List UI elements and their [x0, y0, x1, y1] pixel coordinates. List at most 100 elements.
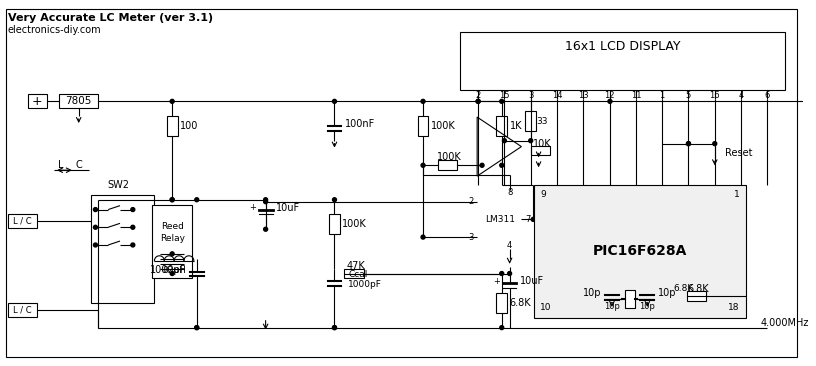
- Circle shape: [421, 100, 425, 103]
- Text: 1000pF: 1000pF: [149, 265, 186, 274]
- Bar: [8, 214, 38, 228]
- Text: Reed: Reed: [161, 222, 184, 231]
- Text: 4.000MHz: 4.000MHz: [761, 318, 809, 328]
- Circle shape: [686, 142, 690, 146]
- Circle shape: [531, 217, 535, 221]
- Text: LM311: LM311: [485, 215, 515, 224]
- Text: 10uF: 10uF: [277, 203, 300, 213]
- Circle shape: [503, 139, 507, 143]
- Circle shape: [195, 326, 199, 330]
- Text: 6: 6: [765, 91, 770, 100]
- Circle shape: [499, 272, 503, 276]
- Text: 1: 1: [734, 190, 740, 199]
- Text: 10p: 10p: [604, 302, 620, 311]
- Circle shape: [477, 100, 480, 103]
- Circle shape: [94, 243, 97, 247]
- Circle shape: [195, 198, 199, 202]
- Circle shape: [421, 235, 425, 239]
- Circle shape: [333, 198, 336, 202]
- Text: +: +: [32, 95, 42, 108]
- Bar: [153, 205, 192, 279]
- Circle shape: [608, 100, 612, 103]
- Text: Ccal: Ccal: [348, 270, 368, 279]
- Circle shape: [131, 208, 135, 212]
- Circle shape: [171, 198, 174, 202]
- Circle shape: [264, 198, 268, 202]
- Bar: [28, 94, 47, 108]
- Bar: [496, 116, 508, 136]
- Circle shape: [499, 100, 503, 103]
- Circle shape: [333, 100, 336, 103]
- Bar: [166, 116, 178, 136]
- Text: 6.8K: 6.8K: [688, 284, 709, 294]
- Text: 14: 14: [552, 91, 562, 100]
- Text: 18: 18: [729, 303, 740, 313]
- Circle shape: [499, 326, 503, 330]
- Circle shape: [131, 225, 135, 229]
- Circle shape: [529, 139, 533, 143]
- Text: 5: 5: [686, 91, 691, 100]
- Circle shape: [686, 142, 690, 146]
- Text: 10p: 10p: [640, 302, 655, 311]
- Text: C: C: [75, 160, 82, 170]
- Text: 16x1 LCD DISPLAY: 16x1 LCD DISPLAY: [565, 40, 681, 53]
- Text: 15: 15: [499, 91, 510, 100]
- Text: 3: 3: [468, 233, 473, 242]
- Text: 10K: 10K: [533, 139, 552, 149]
- Bar: [496, 293, 508, 313]
- Bar: [438, 160, 458, 170]
- Text: 6.8K: 6.8K: [510, 298, 531, 308]
- Text: 10: 10: [540, 303, 552, 313]
- Text: 10p: 10p: [583, 288, 601, 298]
- Circle shape: [94, 225, 97, 229]
- Text: Reset: Reset: [725, 149, 752, 158]
- Text: 16: 16: [709, 91, 720, 100]
- Bar: [534, 185, 746, 318]
- Circle shape: [171, 100, 174, 103]
- Text: 7805: 7805: [65, 96, 92, 107]
- Circle shape: [195, 326, 199, 330]
- Bar: [344, 269, 364, 279]
- Text: +: +: [249, 203, 255, 212]
- Text: 4: 4: [507, 242, 512, 250]
- Text: 1K: 1K: [510, 121, 522, 131]
- Text: electronics-diy.com: electronics-diy.com: [8, 25, 101, 35]
- Text: 12: 12: [605, 91, 614, 100]
- Text: 2: 2: [476, 91, 481, 100]
- Text: 2: 2: [468, 197, 473, 206]
- Text: 4: 4: [738, 91, 743, 100]
- Circle shape: [333, 326, 336, 330]
- Circle shape: [171, 198, 174, 202]
- Bar: [460, 33, 785, 90]
- Text: 1: 1: [659, 91, 665, 100]
- Circle shape: [171, 252, 174, 256]
- Text: L / C: L / C: [13, 305, 32, 314]
- Text: 1000pF: 1000pF: [348, 280, 382, 289]
- Circle shape: [333, 326, 336, 330]
- Text: 10uF: 10uF: [521, 276, 544, 286]
- Circle shape: [480, 163, 484, 167]
- Text: SW2: SW2: [107, 180, 129, 190]
- Bar: [526, 111, 536, 131]
- Text: 6.8K: 6.8K: [674, 284, 694, 293]
- Text: 100nF: 100nF: [345, 119, 375, 129]
- Text: PIC16F628A: PIC16F628A: [592, 244, 687, 258]
- Bar: [625, 290, 635, 308]
- Circle shape: [94, 208, 97, 212]
- Text: L: L: [58, 160, 64, 170]
- Bar: [687, 291, 707, 301]
- Circle shape: [264, 200, 268, 203]
- Bar: [329, 214, 340, 234]
- Text: 47K: 47K: [347, 261, 366, 270]
- Circle shape: [508, 272, 512, 276]
- Circle shape: [264, 227, 268, 231]
- Text: 11: 11: [631, 91, 641, 100]
- Bar: [8, 303, 38, 317]
- Text: 100: 100: [180, 121, 198, 131]
- Text: 33: 33: [537, 116, 548, 126]
- Text: 13: 13: [578, 91, 588, 100]
- Bar: [59, 94, 99, 108]
- Text: 82uH: 82uH: [162, 266, 186, 275]
- Circle shape: [713, 142, 716, 146]
- Text: 10p: 10p: [659, 288, 676, 298]
